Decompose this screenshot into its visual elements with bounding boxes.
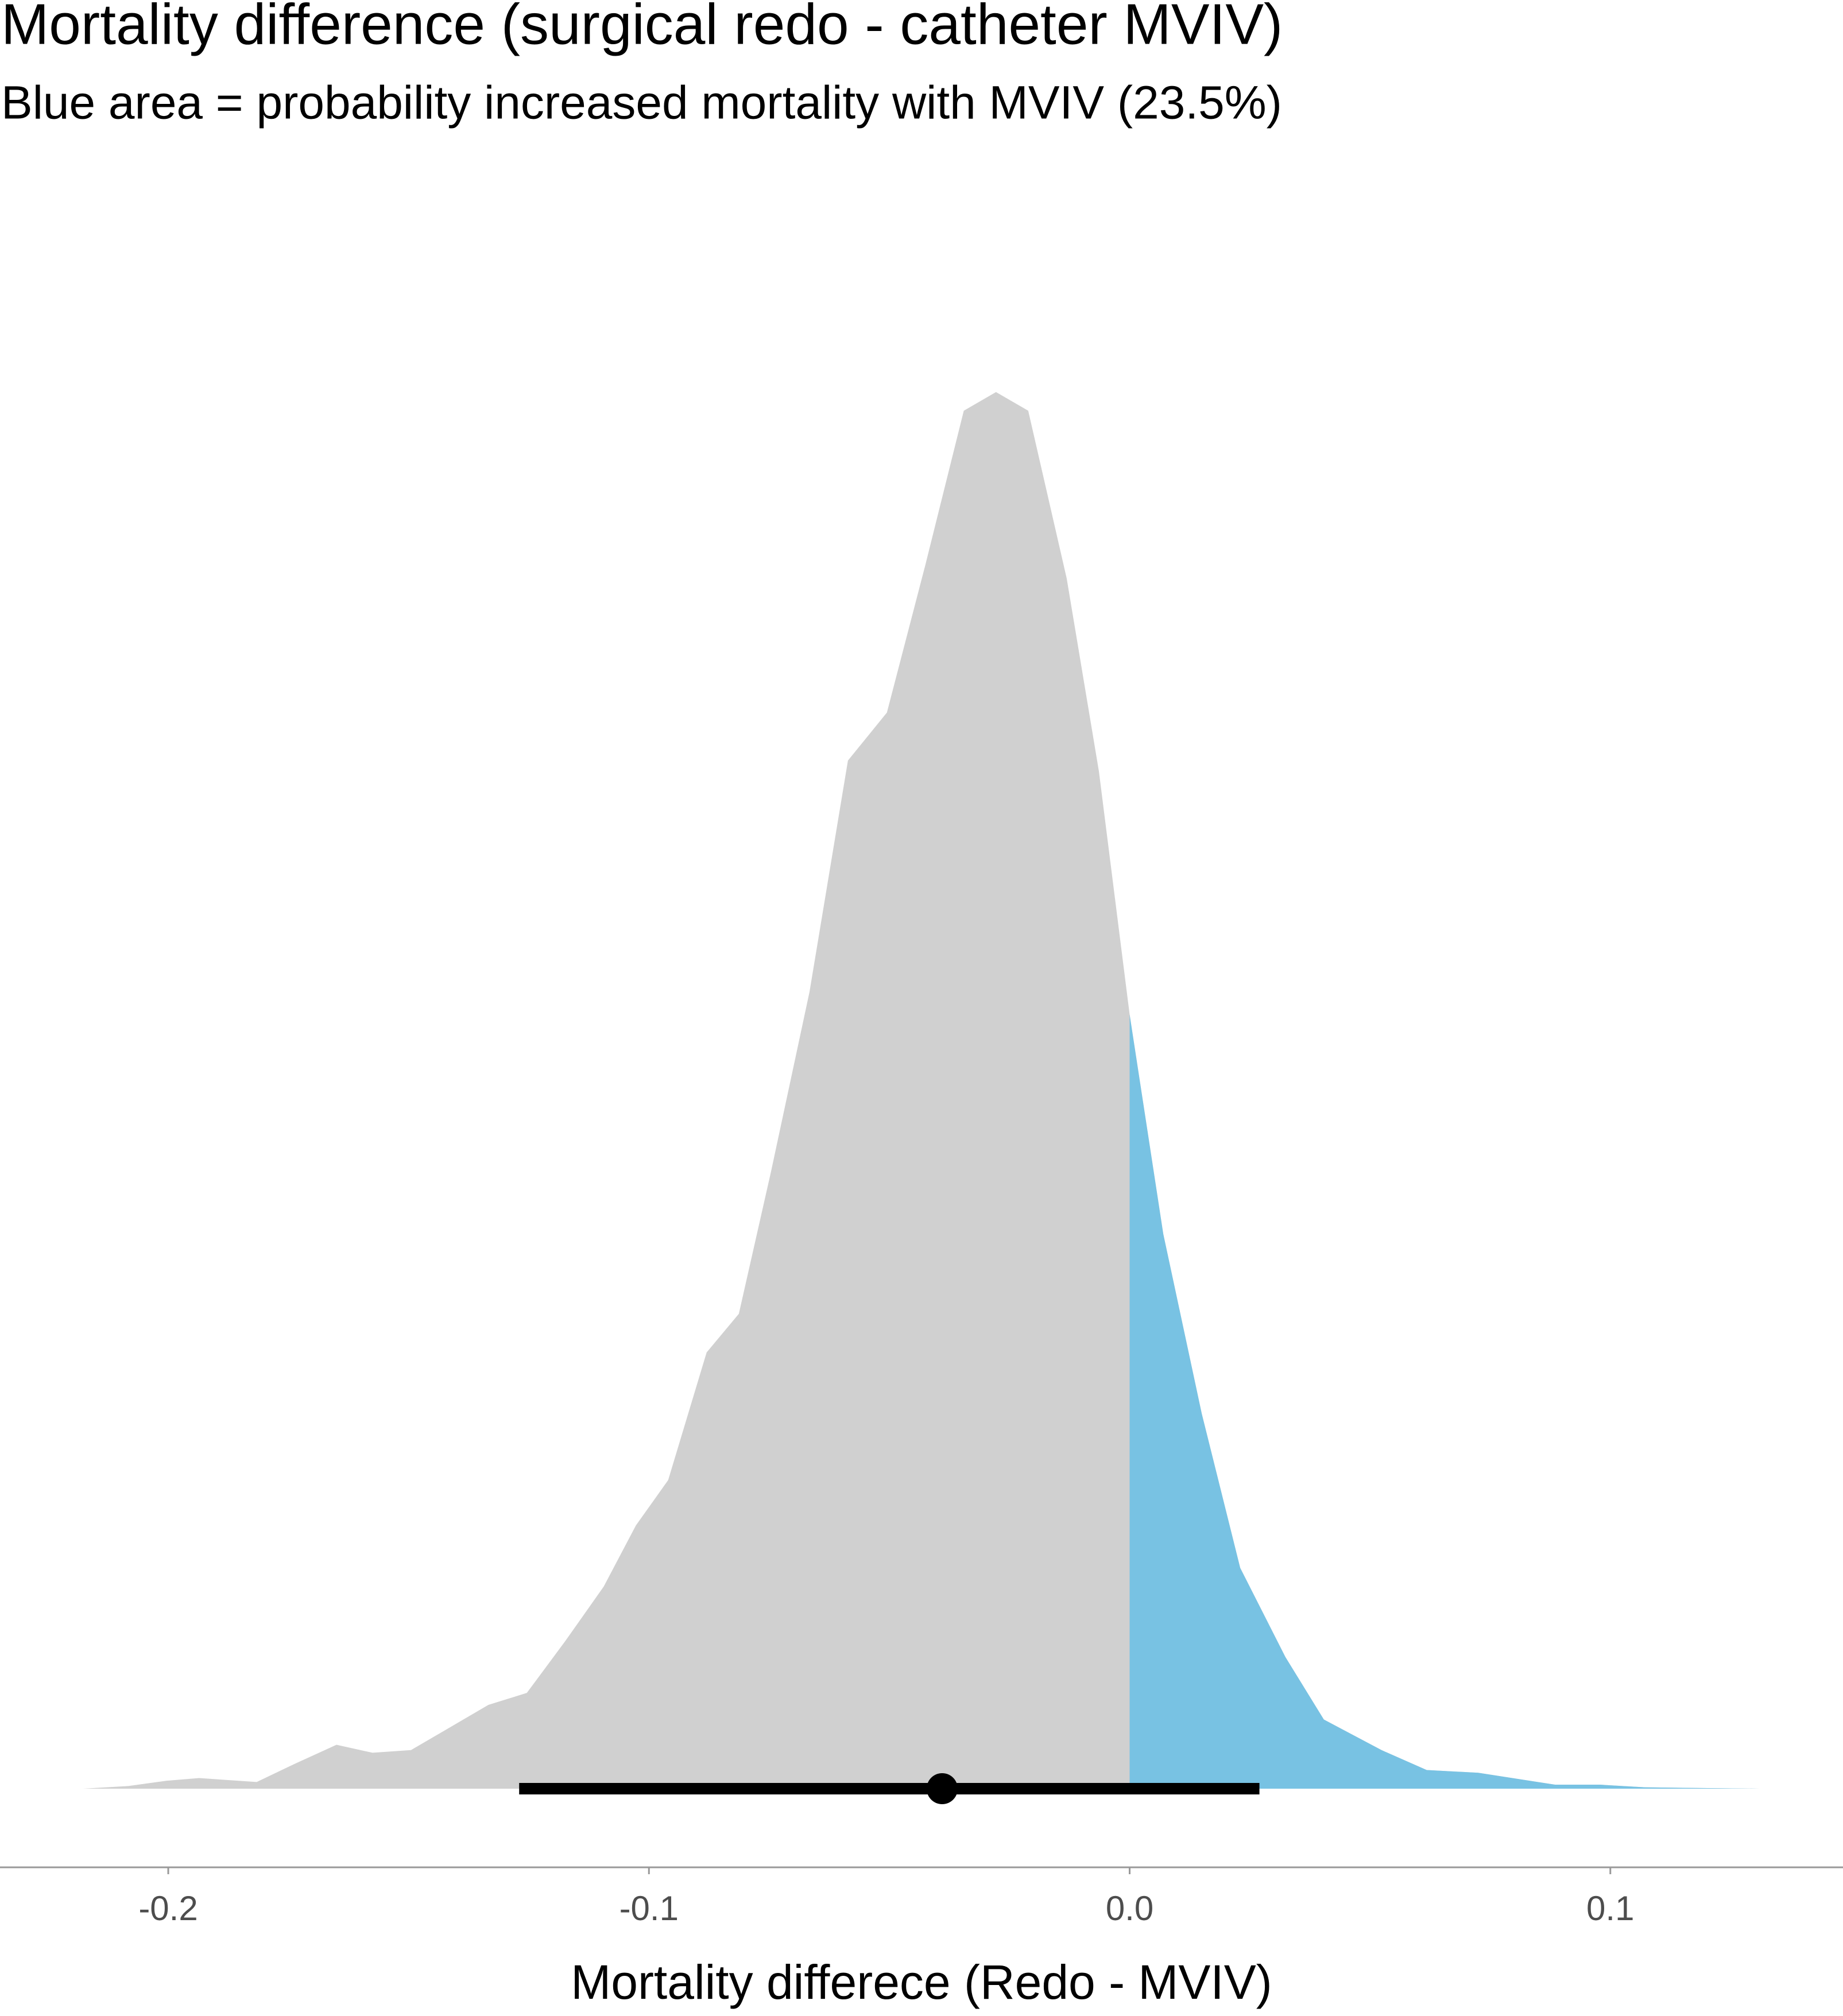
- x-tick-label: 0.0: [1106, 1889, 1153, 1928]
- chart-subtitle: Blue area = probability increased mortal…: [1, 77, 1282, 129]
- chart-title: Mortality difference (surgical redo - ca…: [1, 0, 1283, 56]
- interval-point: [927, 1773, 958, 1804]
- x-axis-label: Mortality differece (Redo - MVIV): [571, 1955, 1272, 2009]
- x-tick-label: -0.1: [620, 1889, 679, 1928]
- x-tick-label: -0.2: [138, 1889, 198, 1928]
- highlight-area: [1129, 1014, 1760, 1789]
- x-tick-label: 0.1: [1586, 1889, 1634, 1928]
- density-area: [83, 392, 1760, 1789]
